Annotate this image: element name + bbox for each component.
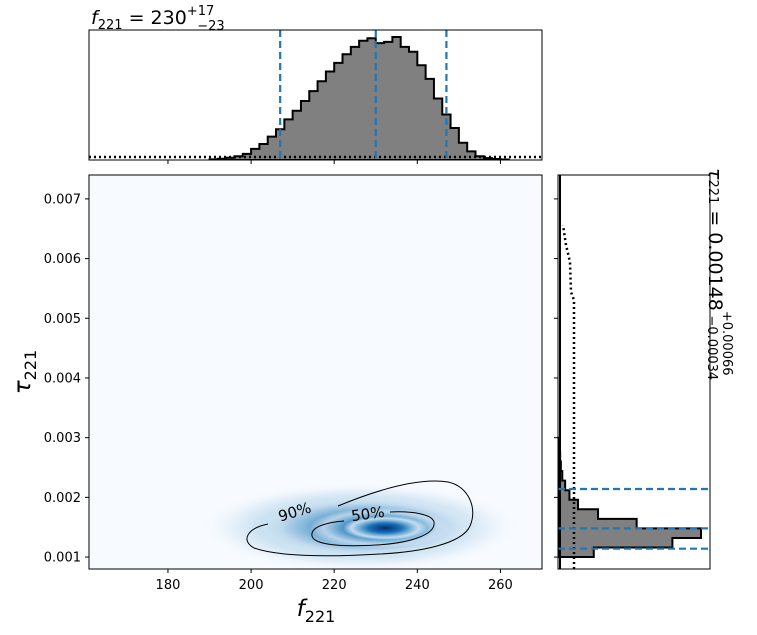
x-tick-label-3: 240 bbox=[405, 578, 430, 593]
x-marginal-panel: f221 = 230+17 −23 bbox=[88, 4, 543, 164]
y-axis-label: τ221 bbox=[10, 350, 40, 394]
y-tick-label-5: 0.006 bbox=[44, 252, 81, 267]
x-axis-label: f221 bbox=[297, 596, 336, 626]
x-marginal-frame bbox=[88, 29, 543, 161]
y-tick-label-2: 0.003 bbox=[44, 431, 81, 446]
contour-label-50: 50% bbox=[350, 503, 386, 525]
joint-x-ticks: 180 200 220 240 260 bbox=[156, 569, 513, 593]
x-marginal-title: f221 = 230+17 −23 bbox=[91, 4, 225, 34]
x-marginal-histogram bbox=[208, 36, 510, 160]
y-marginal-title: τ221 = 0.00148+0.00066−0.00034 bbox=[704, 168, 734, 380]
x-tick-label-2: 220 bbox=[322, 578, 347, 593]
x-marginal-ticks bbox=[167, 160, 501, 164]
joint-frame bbox=[88, 174, 543, 570]
y-tick-label-6: 0.007 bbox=[44, 192, 81, 207]
joint-heatmap: 90% 50% bbox=[200, 480, 520, 569]
y-marginal-histogram bbox=[558, 436, 702, 559]
y-marginal-panel: τ221 = 0.00148+0.00066−0.00034 bbox=[554, 168, 734, 570]
y-tick-label-3: 0.004 bbox=[44, 371, 81, 386]
y-tick-label-4: 0.005 bbox=[44, 312, 81, 327]
x-tick-label-0: 180 bbox=[156, 578, 181, 593]
joint-panel: 90% 50% 180 200 220 240 260 0.0010.0020.0030… bbox=[10, 174, 543, 626]
y-marginal-ticks bbox=[554, 198, 558, 558]
y-marginal-frame bbox=[557, 174, 711, 570]
x-tick-label-4: 260 bbox=[488, 578, 513, 593]
joint-y-ticks: 0.001 0.002 0.003 0.004 0.005 0.006 0.007 bbox=[44, 192, 89, 566]
contour-90 bbox=[246, 480, 474, 557]
contour-50 bbox=[311, 511, 435, 547]
x-tick-label-1: 200 bbox=[239, 578, 264, 593]
y-tick-label-0: 0.001 bbox=[44, 551, 81, 566]
y-tick-label-1: 0.002 bbox=[44, 491, 81, 506]
